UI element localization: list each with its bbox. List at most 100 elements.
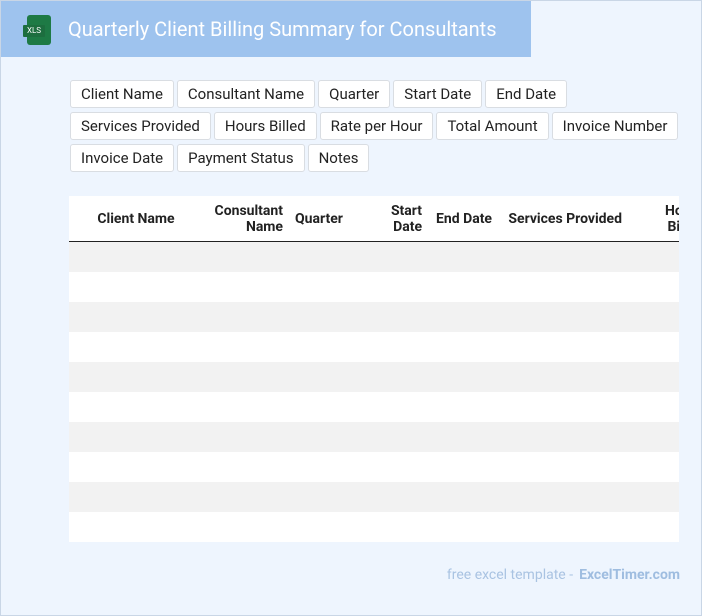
empty-cell <box>69 362 203 392</box>
column-header: Hours Billed <box>628 196 679 242</box>
empty-cell <box>628 302 679 332</box>
empty-cell <box>628 272 679 302</box>
empty-cell <box>628 392 679 422</box>
field-chips: Client Name Consultant Name Quarter Start D… <box>70 80 685 172</box>
field-chip: End Date <box>485 80 568 108</box>
footer: free excel template - ExcelTimer.com <box>447 567 680 583</box>
field-chip: Invoice Number <box>551 112 679 140</box>
empty-cell <box>203 362 289 392</box>
empty-cell <box>69 272 203 302</box>
empty-cell <box>356 302 428 332</box>
empty-row <box>69 482 679 512</box>
table-container: Client Name Consultant Name Quarter Start D… <box>69 196 679 542</box>
empty-row <box>69 302 679 332</box>
empty-cell <box>69 512 203 542</box>
page-title: Quarterly Client Billing Summary for Con… <box>68 17 497 41</box>
empty-cell <box>69 332 203 362</box>
empty-cell <box>203 392 289 422</box>
empty-cell <box>498 392 628 422</box>
empty-cell <box>498 272 628 302</box>
empty-cell <box>69 452 203 482</box>
empty-cell <box>289 482 356 512</box>
empty-cell <box>428 452 498 482</box>
column-header: Quarter <box>289 196 356 242</box>
empty-cell <box>428 272 498 302</box>
empty-cell <box>69 422 203 452</box>
empty-cell <box>289 302 356 332</box>
header-bar: XLS Quarterly Client Billing Summary for… <box>1 1 531 57</box>
empty-cell <box>69 482 203 512</box>
empty-cell <box>498 362 628 392</box>
field-chip: Notes <box>307 144 370 172</box>
empty-cell <box>289 362 356 392</box>
empty-cell <box>428 302 498 332</box>
column-header: Start Date <box>356 196 428 242</box>
empty-cell <box>428 512 498 542</box>
empty-row <box>69 392 679 422</box>
empty-cell <box>356 452 428 482</box>
empty-row <box>69 272 679 302</box>
empty-cell <box>356 362 428 392</box>
empty-cell <box>289 392 356 422</box>
field-chip: Rate per Hour <box>319 112 434 140</box>
empty-cell <box>289 512 356 542</box>
empty-cell <box>356 512 428 542</box>
column-header: Consultant Name <box>203 196 289 242</box>
empty-cell <box>69 241 203 272</box>
empty-cell <box>203 482 289 512</box>
icon-label: XLS <box>23 25 45 37</box>
empty-cell <box>356 241 428 272</box>
empty-cell <box>428 362 498 392</box>
field-chip: Start Date <box>393 80 483 108</box>
column-header: Services Provided <box>498 196 628 242</box>
xls-icon: XLS <box>23 15 51 45</box>
empty-row <box>69 512 679 542</box>
empty-cell <box>628 332 679 362</box>
empty-cell <box>498 422 628 452</box>
empty-cell <box>628 452 679 482</box>
empty-cell <box>498 332 628 362</box>
empty-cell <box>203 241 289 272</box>
empty-cell <box>203 512 289 542</box>
footer-text: free excel template - <box>446 567 574 583</box>
empty-row <box>69 241 679 272</box>
empty-cell <box>498 482 628 512</box>
empty-row <box>69 332 679 362</box>
empty-cell <box>69 392 203 422</box>
empty-cell <box>289 422 356 452</box>
billing-table: Client Name Consultant Name Quarter Start D… <box>69 196 679 542</box>
column-header: Client Name <box>69 196 203 242</box>
empty-cell <box>356 332 428 362</box>
header-row: Client Name Consultant Name Quarter Start D… <box>69 196 679 242</box>
empty-cell <box>289 272 356 302</box>
empty-cell <box>203 272 289 302</box>
empty-cell <box>428 332 498 362</box>
empty-cell <box>356 272 428 302</box>
field-chip: Invoice Date <box>70 144 175 172</box>
empty-cell <box>428 422 498 452</box>
field-chip: Services Provided <box>70 112 211 140</box>
empty-cell <box>498 512 628 542</box>
empty-cell <box>498 241 628 272</box>
field-chip: Payment Status <box>177 144 305 172</box>
empty-cell <box>69 302 203 332</box>
empty-row <box>69 452 679 482</box>
field-chip: Hours Billed <box>213 112 317 140</box>
empty-cell <box>428 482 498 512</box>
empty-cell <box>289 332 356 362</box>
empty-cell <box>498 302 628 332</box>
empty-cell <box>356 392 428 422</box>
empty-cell <box>628 482 679 512</box>
empty-cell <box>428 392 498 422</box>
empty-cell <box>428 241 498 272</box>
column-header: End Date <box>428 196 498 242</box>
empty-cell <box>628 241 679 272</box>
empty-cell <box>628 422 679 452</box>
empty-cell <box>203 422 289 452</box>
empty-cell <box>203 302 289 332</box>
footer-brand[interactable]: ExcelTimer.com <box>579 567 680 583</box>
empty-cell <box>628 512 679 542</box>
empty-cell <box>203 332 289 362</box>
empty-cell <box>356 482 428 512</box>
